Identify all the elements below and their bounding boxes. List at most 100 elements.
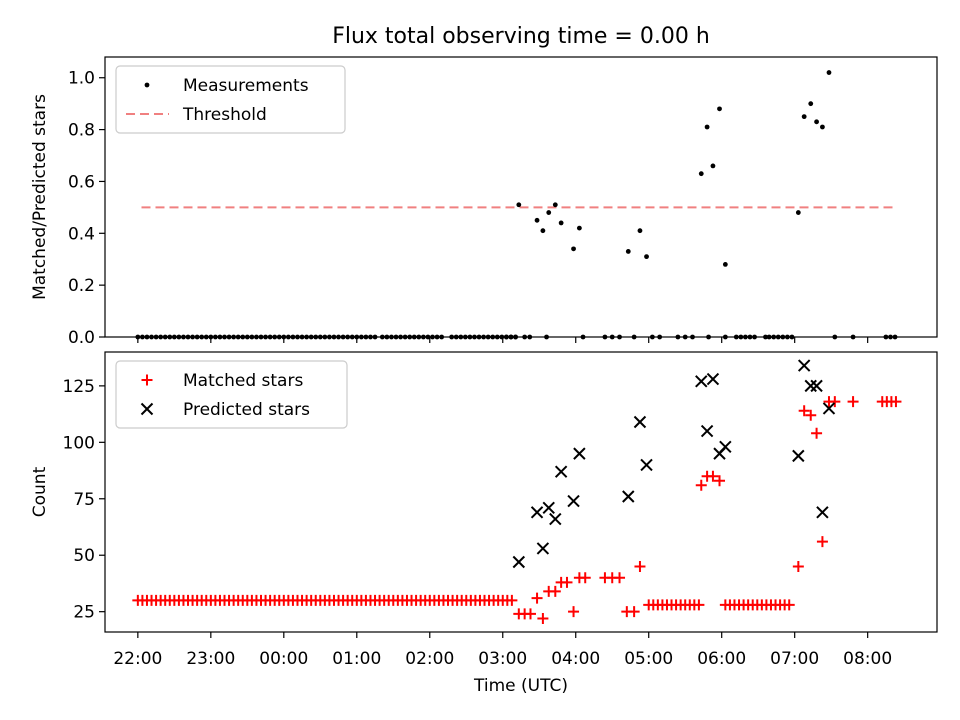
matched-star-point — [811, 427, 823, 439]
predicted-star-point — [633, 415, 647, 429]
measurement-point — [576, 225, 582, 231]
matched-star-point — [829, 396, 841, 408]
y-tick-label: 75 — [73, 490, 95, 510]
predicted-star-point — [536, 542, 550, 555]
predicted-star-point — [706, 372, 720, 386]
x-tick-label: 00:00 — [259, 649, 308, 669]
predicted-star-point — [512, 555, 526, 569]
measurement-point — [808, 101, 814, 107]
matched-star-point — [798, 405, 810, 417]
matched-star-point — [847, 396, 859, 408]
matched-star-point — [628, 606, 640, 618]
matched-star-point — [549, 585, 561, 597]
x-axis-label: Time (UTC) — [473, 676, 568, 696]
predicted-star-point — [792, 449, 805, 463]
matched-star-point — [816, 536, 828, 548]
matched-star-point — [524, 608, 536, 620]
y-tick-label: 0.0 — [68, 328, 95, 348]
predicted-star-point — [719, 440, 732, 454]
matched-star-point — [614, 572, 626, 584]
legend-marker-predicted — [140, 402, 154, 416]
panel-counts: 25 50 75 100 125 Count Matched stars Predicted … — [30, 351, 938, 638]
plot-frame — [104, 56, 938, 338]
predicted-star-point — [700, 424, 714, 438]
x-tick-label: 04:00 — [551, 649, 600, 669]
predicted-star-point — [554, 465, 568, 478]
x-tick-label: 05:00 — [624, 649, 673, 669]
measurement-point — [534, 217, 540, 223]
measurement-point — [722, 262, 728, 267]
matched-star-point — [792, 561, 804, 573]
predicted-star-point — [622, 490, 635, 503]
measurement-point — [552, 202, 558, 208]
x-tick-label: 03:00 — [478, 649, 527, 669]
legend-marker-measurements — [144, 82, 150, 88]
chart-title: Flux total observing time = 0.00 h — [332, 24, 710, 49]
x-tick-label: 01:00 — [332, 649, 381, 669]
y-tick-label: 125 — [63, 377, 95, 397]
predicted-star-point — [549, 512, 562, 526]
predicted-star-point — [822, 402, 836, 415]
measurement-point — [625, 249, 631, 254]
y-axis-label: Matched/Predicted stars — [30, 94, 50, 300]
y-tick-label: 0.6 — [68, 172, 95, 192]
predicted-star-point — [640, 458, 653, 472]
y-tick-label: 1.0 — [68, 69, 95, 89]
legend-label: Matched stars — [183, 371, 303, 391]
matched-star-point — [783, 599, 795, 611]
y-axis-label: Count — [30, 466, 50, 517]
matched-star-point — [531, 592, 543, 604]
y-tick-label: 100 — [63, 433, 95, 453]
x-axis: 22:00 23:00 00:00 01:00 02:00 03:00 04:00 05:00… — [113, 649, 892, 669]
predicted-star-point — [816, 506, 829, 519]
legend-marker-matched — [141, 374, 153, 386]
measurement-point — [571, 246, 576, 252]
matched-star-point — [707, 470, 719, 482]
measurement-point — [637, 228, 643, 234]
legend-label: Threshold — [182, 105, 267, 125]
measurement-point — [820, 124, 825, 130]
measurement-point — [795, 210, 801, 215]
x-tick-label: 06:00 — [697, 649, 746, 669]
x-tick-label: 02:00 — [405, 649, 454, 669]
y-tick-label: 0.4 — [68, 224, 95, 244]
x-tick-label: 07:00 — [770, 649, 819, 669]
matched-star-point — [568, 606, 580, 618]
x-tick-label: 23:00 — [186, 649, 235, 669]
panel-ratio: 0.0 0.2 0.4 0.6 0.8 1.0 Matched/Predicted star… — [30, 56, 938, 348]
measurement-point — [546, 210, 552, 215]
legend-box — [115, 360, 348, 429]
measurement-point — [704, 124, 710, 130]
matched-star-point — [890, 396, 902, 408]
measurement-point — [540, 228, 546, 234]
measurement-point — [710, 163, 716, 169]
matched-star-point — [805, 409, 817, 421]
matched-star-point — [634, 561, 646, 573]
measurement-point — [814, 119, 819, 125]
measurement-point — [717, 106, 722, 112]
plot-frame — [104, 351, 938, 633]
measurement-point — [826, 70, 832, 75]
matched-star-point — [579, 572, 591, 584]
predicted-star-point — [804, 379, 817, 393]
measurement-point — [801, 114, 807, 120]
predicted-star-point — [542, 501, 555, 515]
matched-star-point — [695, 479, 707, 491]
x-tick-label: 08:00 — [843, 649, 892, 669]
matched-star-point — [714, 475, 726, 487]
matched-star-point — [537, 612, 549, 624]
legend-box — [115, 65, 346, 134]
legend-label: Predicted stars — [183, 400, 310, 420]
matched-star-point — [561, 576, 573, 588]
matched-star-point — [693, 599, 705, 611]
x-tick-label: 22:00 — [113, 649, 162, 669]
predicted-star-point — [530, 506, 544, 519]
y-tick-label: 0.8 — [68, 121, 95, 141]
measurement-point — [558, 220, 564, 226]
y-tick-label: 0.2 — [68, 276, 95, 296]
matched-star-point — [506, 594, 518, 606]
y-tick-label: 50 — [73, 546, 95, 566]
legend-label: Measurements — [183, 76, 309, 96]
y-tick-label: 25 — [73, 603, 95, 623]
